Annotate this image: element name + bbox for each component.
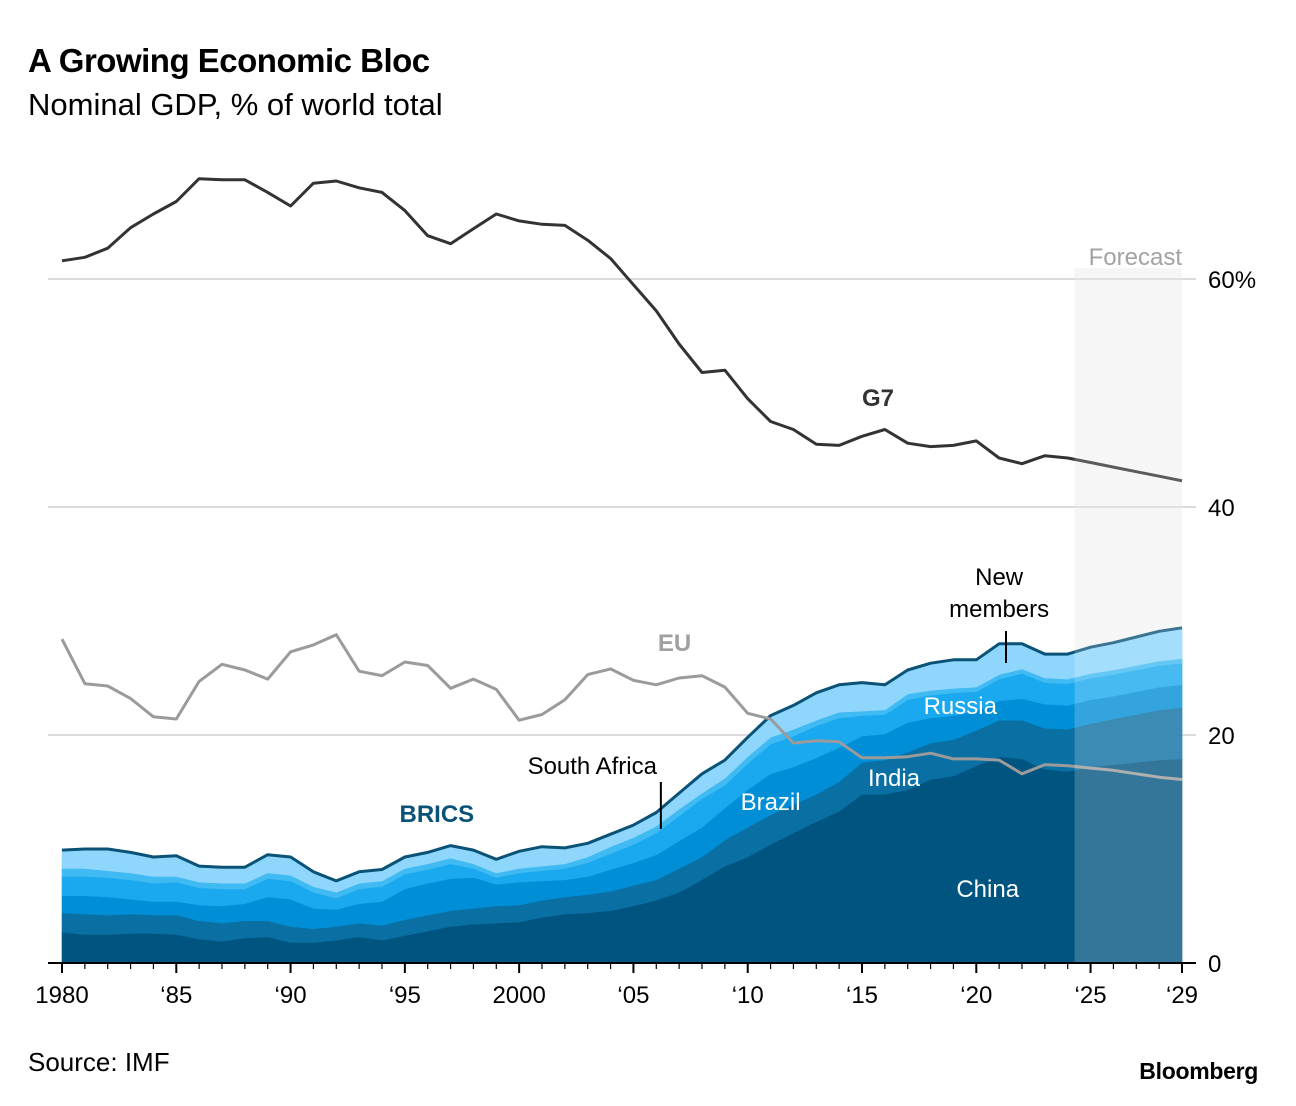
line-g7 xyxy=(61,177,1183,483)
brics-label: BRICS xyxy=(400,801,475,828)
eu-label: EU xyxy=(658,630,691,657)
x-tick-label: ‘85 xyxy=(160,982,192,1009)
x-tick-label: ‘15 xyxy=(846,982,878,1009)
forecast-label: Forecast xyxy=(1089,244,1183,271)
brics-areas xyxy=(61,626,1183,964)
forecast-overlay xyxy=(1074,268,1182,963)
y-tick-label: 20 xyxy=(1208,723,1235,750)
x-tick-label: ‘20 xyxy=(960,982,992,1009)
line-eu xyxy=(60,633,1183,781)
annotations: G7 EU BRICS China India Brazil Russia South Afr… xyxy=(400,385,1050,903)
g7-label: G7 xyxy=(862,385,894,412)
page-subtitle: Nominal GDP, % of world total xyxy=(28,87,443,122)
brand-logo: Bloomberg xyxy=(1139,1058,1258,1084)
y-tick-label: 40 xyxy=(1208,495,1235,522)
brazil-label: Brazil xyxy=(741,789,801,816)
x-tick-label: 2000 xyxy=(492,982,545,1009)
x-tick-label: ‘25 xyxy=(1075,982,1107,1009)
axes: 0 20 40 60% 1980 ‘85 ‘90 ‘95 2000 ‘05 ‘10 ‘15 ‘20 ‘25… xyxy=(35,267,1256,1009)
new-members-label-line2: members xyxy=(949,596,1049,623)
india-label: India xyxy=(868,765,921,792)
y-tick-label: 60% xyxy=(1208,267,1256,294)
brics-total-line xyxy=(61,626,1183,883)
china-label: China xyxy=(956,876,1019,903)
x-tick-label: 1980 xyxy=(35,982,88,1009)
x-tick-label: ‘90 xyxy=(275,982,307,1009)
forecast-overlay-rect xyxy=(1074,268,1182,963)
x-tick-label: ‘29 xyxy=(1166,982,1198,1009)
russia-label: Russia xyxy=(924,693,998,720)
x-tick-label: ‘10 xyxy=(732,982,764,1009)
new-members-label-line1: New xyxy=(975,564,1024,591)
x-tick-label: ‘05 xyxy=(617,982,649,1009)
x-tick-label: ‘95 xyxy=(389,982,421,1009)
lines xyxy=(60,177,1183,781)
source-note: Source: IMF xyxy=(28,1047,170,1077)
south-africa-label: South Africa xyxy=(528,753,658,780)
y-tick-label: 0 xyxy=(1208,951,1221,978)
page-title: A Growing Economic Bloc xyxy=(28,42,430,79)
